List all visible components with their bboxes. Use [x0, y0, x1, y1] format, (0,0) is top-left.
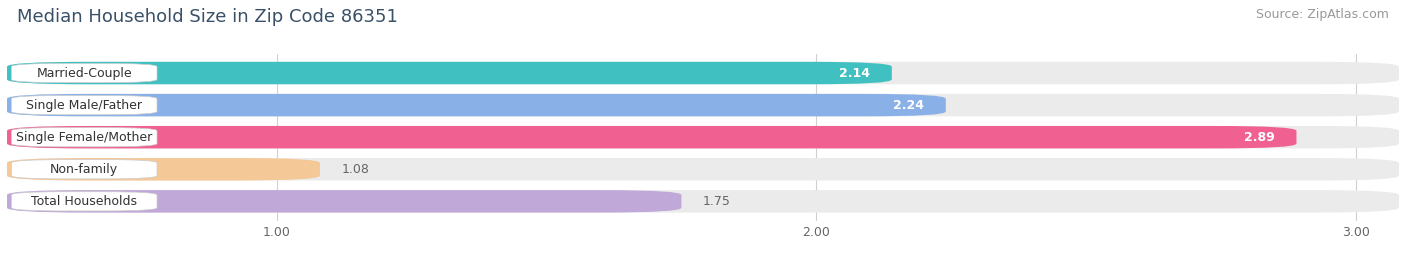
Text: 2.89: 2.89: [1244, 131, 1275, 144]
Text: 2.24: 2.24: [893, 99, 924, 112]
FancyBboxPatch shape: [7, 94, 1399, 116]
FancyBboxPatch shape: [7, 62, 1399, 84]
Text: Source: ZipAtlas.com: Source: ZipAtlas.com: [1256, 8, 1389, 21]
FancyBboxPatch shape: [11, 192, 157, 211]
FancyBboxPatch shape: [7, 126, 1296, 148]
Text: Total Households: Total Households: [31, 195, 138, 208]
FancyBboxPatch shape: [7, 94, 946, 116]
FancyBboxPatch shape: [11, 128, 157, 147]
Text: Median Household Size in Zip Code 86351: Median Household Size in Zip Code 86351: [17, 8, 398, 26]
Text: 2.14: 2.14: [839, 66, 870, 80]
FancyBboxPatch shape: [7, 190, 682, 213]
FancyBboxPatch shape: [11, 160, 157, 179]
Text: 1.08: 1.08: [342, 163, 370, 176]
Text: 1.75: 1.75: [703, 195, 731, 208]
Text: Single Male/Father: Single Male/Father: [27, 99, 142, 112]
FancyBboxPatch shape: [7, 62, 891, 84]
Text: Non-family: Non-family: [51, 163, 118, 176]
FancyBboxPatch shape: [7, 126, 1399, 148]
FancyBboxPatch shape: [7, 158, 1399, 180]
FancyBboxPatch shape: [7, 158, 321, 180]
FancyBboxPatch shape: [11, 95, 157, 115]
Text: Single Female/Mother: Single Female/Mother: [15, 131, 152, 144]
Text: Married-Couple: Married-Couple: [37, 66, 132, 80]
FancyBboxPatch shape: [11, 63, 157, 83]
FancyBboxPatch shape: [7, 190, 1399, 213]
